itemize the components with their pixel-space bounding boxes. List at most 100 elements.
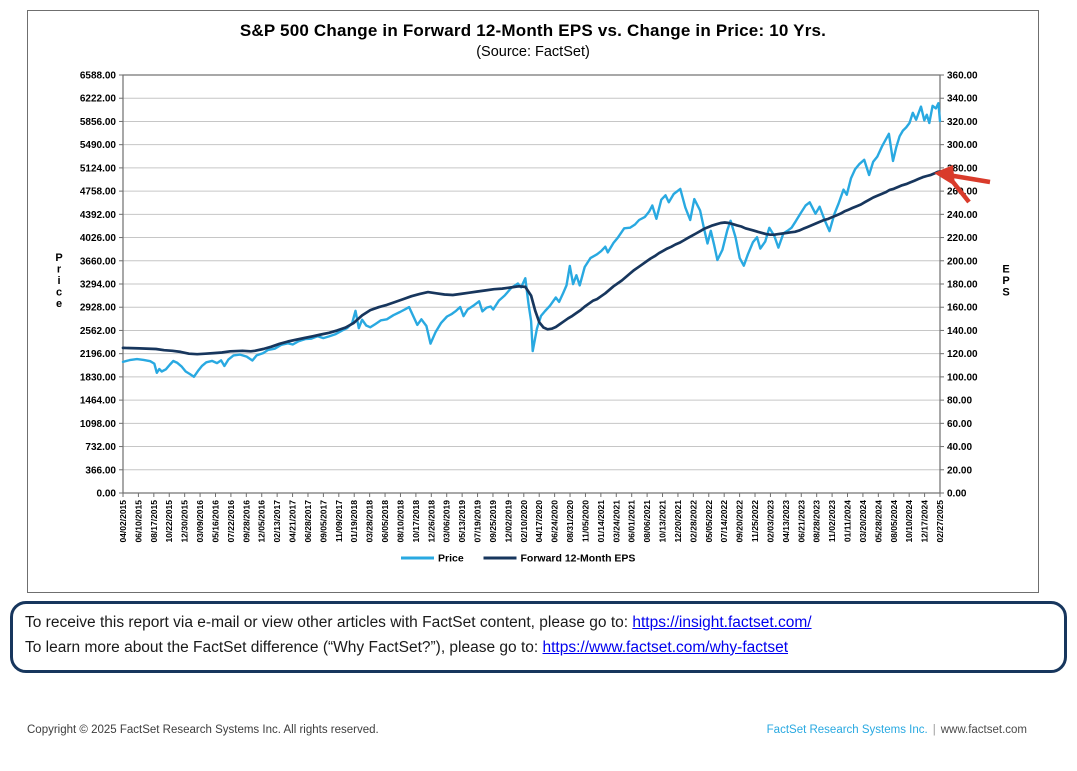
x-axis-tick-label: 06/05/2018 (380, 500, 390, 543)
left-axis-tick-label: 732.00 (85, 442, 116, 453)
right-axis-tick-label: 300.00 (947, 140, 978, 151)
left-axis-tick-label: 1830.00 (80, 372, 117, 383)
legend-label: Price (438, 553, 464, 565)
x-axis-tick-label: 06/24/2020 (550, 500, 560, 543)
left-axis-tick-label: 5124.00 (80, 163, 117, 174)
left-axis-tick-label: 1464.00 (80, 396, 117, 407)
x-axis-tick-label: 02/28/2022 (688, 500, 698, 543)
x-axis-tick-label: 10/22/2015 (164, 500, 174, 543)
x-axis-tick-label: 07/14/2022 (719, 500, 729, 543)
x-axis-tick-label: 08/17/2015 (149, 500, 159, 543)
x-axis-tick-label: 07/19/2019 (473, 500, 483, 543)
arrow-shaft-upper (947, 172, 991, 185)
x-axis-tick-label: 09/28/2016 (241, 500, 251, 543)
info-line-2: To learn more about the FactSet differen… (25, 636, 1052, 661)
right-axis-tick-label: 20.00 (947, 465, 972, 476)
left-axis-title-letter: c (56, 287, 62, 299)
x-axis-tick-label: 03/09/2016 (195, 500, 205, 543)
left-axis-tick-label: 366.00 (85, 465, 116, 476)
x-axis-tick-label: 09/05/2017 (318, 500, 328, 543)
left-axis-tick-label: 3660.00 (80, 256, 117, 267)
footer-brand: FactSet Research Systems Inc. (766, 724, 928, 736)
right-axis-tick-label: 280.00 (947, 163, 978, 174)
right-axis-tick-label: 180.00 (947, 280, 978, 291)
x-axis-tick-label: 04/02/2015 (118, 500, 128, 543)
x-axis-tick-label: 11/09/2017 (334, 500, 344, 542)
right-axis-tick-label: 160.00 (947, 303, 978, 314)
right-axis-tick-label: 100.00 (947, 372, 978, 383)
plot-border (122, 74, 941, 494)
trend-arrow (934, 165, 991, 204)
x-axis-tick-label: 06/21/2023 (796, 500, 806, 543)
x-axis-tick-label: 12/26/2018 (426, 500, 436, 543)
chart-title: S&P 500 Change in Forward 12-Month EPS v… (239, 21, 827, 40)
eps-price-chart: 6588.00 360.00 6222.00 340.00 5856.00 320.00 5… (55, 71, 1009, 565)
x-axis-tick-label: 08/05/2024 (889, 500, 899, 543)
legend-label: Forward 12-Month EPS (521, 553, 636, 565)
left-axis-title-letter: P (55, 252, 62, 264)
series-line-forward-12-month-eps (121, 170, 942, 356)
x-axis-tick-label: 03/20/2024 (858, 500, 868, 543)
left-axis-tick-label: 2196.00 (80, 349, 117, 360)
left-axis-tick-label: 0.00 (97, 489, 117, 500)
left-axis-tick-label: 5490.00 (80, 140, 117, 151)
x-axis-tick-label: 05/16/2016 (210, 500, 220, 543)
left-axis-title-letter: e (56, 298, 62, 310)
right-axis-tick-label: 80.00 (947, 396, 972, 407)
right-axis-tick-label: 220.00 (947, 233, 978, 244)
x-axis-tick-label: 02/27/2025 (935, 500, 945, 543)
left-axis-tick-label: 3294.00 (80, 280, 117, 291)
series-line-price (121, 102, 942, 378)
x-axis-tick-label: 08/31/2020 (565, 500, 575, 543)
x-axis: 04/02/2015 06/10/2015 08/17/2015 10/22/2015… (118, 493, 945, 543)
x-axis-tick-label: 02/03/2023 (765, 500, 775, 543)
x-axis-tick-label: 10/17/2018 (411, 500, 421, 543)
x-axis-tick-label: 04/13/2023 (781, 500, 791, 543)
x-axis-tick-label: 11/05/2020 (580, 500, 590, 542)
right-axis-title-letter: E (1002, 264, 1009, 276)
insight-link[interactable]: https://insight.factset.com/ (632, 614, 812, 631)
why-factset-link[interactable]: https://www.factset.com/why-factset (542, 638, 789, 656)
chart-subtitle: (Source: FactSet) (476, 44, 590, 60)
right-axis-title-letter: S (1002, 287, 1009, 299)
x-axis-tick-label: 10/10/2024 (904, 500, 914, 543)
x-axis-tick-label: 05/28/2024 (873, 500, 883, 543)
x-axis-tick-label: 01/14/2021 (596, 500, 606, 543)
footer-divider: | (932, 724, 936, 736)
left-axis-title: Price (55, 252, 62, 310)
x-axis-tick-label: 12/17/2024 (920, 500, 930, 543)
info-line-2-text: To learn more about the FactSet differen… (25, 638, 543, 656)
page-footer: Copyright © 2025 FactSet Research System… (27, 724, 1027, 736)
x-axis-tick-label: 09/25/2019 (488, 500, 498, 543)
x-axis-tick-label: 12/05/2016 (257, 500, 267, 543)
footer-brand-line: FactSet Research Systems Inc. | www.factse… (767, 724, 1027, 736)
left-axis-tick-label: 2562.00 (80, 326, 117, 337)
x-axis-tick-label: 11/25/2022 (750, 500, 760, 542)
right-axis-tick-label: 120.00 (947, 349, 978, 360)
right-axis-tick-label: 140.00 (947, 326, 978, 337)
x-axis-tick-label: 01/11/2024 (843, 500, 853, 542)
right-axis-title-letter: P (1002, 275, 1009, 287)
x-axis-tick-label: 03/28/2018 (365, 500, 375, 543)
right-axis-tick-label: 320.00 (947, 117, 978, 128)
x-axis-tick-label: 02/10/2020 (519, 500, 529, 543)
x-axis-tick-label: 12/30/2015 (180, 500, 190, 543)
x-axis-tick-label: 08/10/2018 (395, 500, 405, 543)
left-axis-title-letter: i (57, 275, 60, 287)
left-axis-title-letter: r (57, 264, 62, 276)
right-axis-tick-label: 60.00 (947, 419, 972, 430)
left-axis-tick-label: 4392.00 (80, 210, 117, 221)
x-axis-tick-label: 02/13/2017 (272, 500, 282, 543)
x-axis-tick-label: 01/19/2018 (349, 500, 359, 543)
arrow-head (934, 165, 955, 186)
right-axis-tick-label: 40.00 (947, 442, 972, 453)
left-axis-tick-label: 6588.00 (80, 71, 117, 82)
left-axis-tick-label: 1098.00 (80, 419, 117, 430)
copyright-text: Copyright © 2025 FactSet Research System… (27, 724, 379, 736)
x-axis-tick-label: 09/20/2022 (735, 500, 745, 543)
left-axis-tick-label: 6222.00 (80, 94, 117, 105)
right-axis-tick-label: 240.00 (947, 210, 978, 221)
legend: Price Forward 12-Month EPS (401, 553, 635, 565)
x-axis-tick-label: 05/05/2022 (704, 500, 714, 543)
